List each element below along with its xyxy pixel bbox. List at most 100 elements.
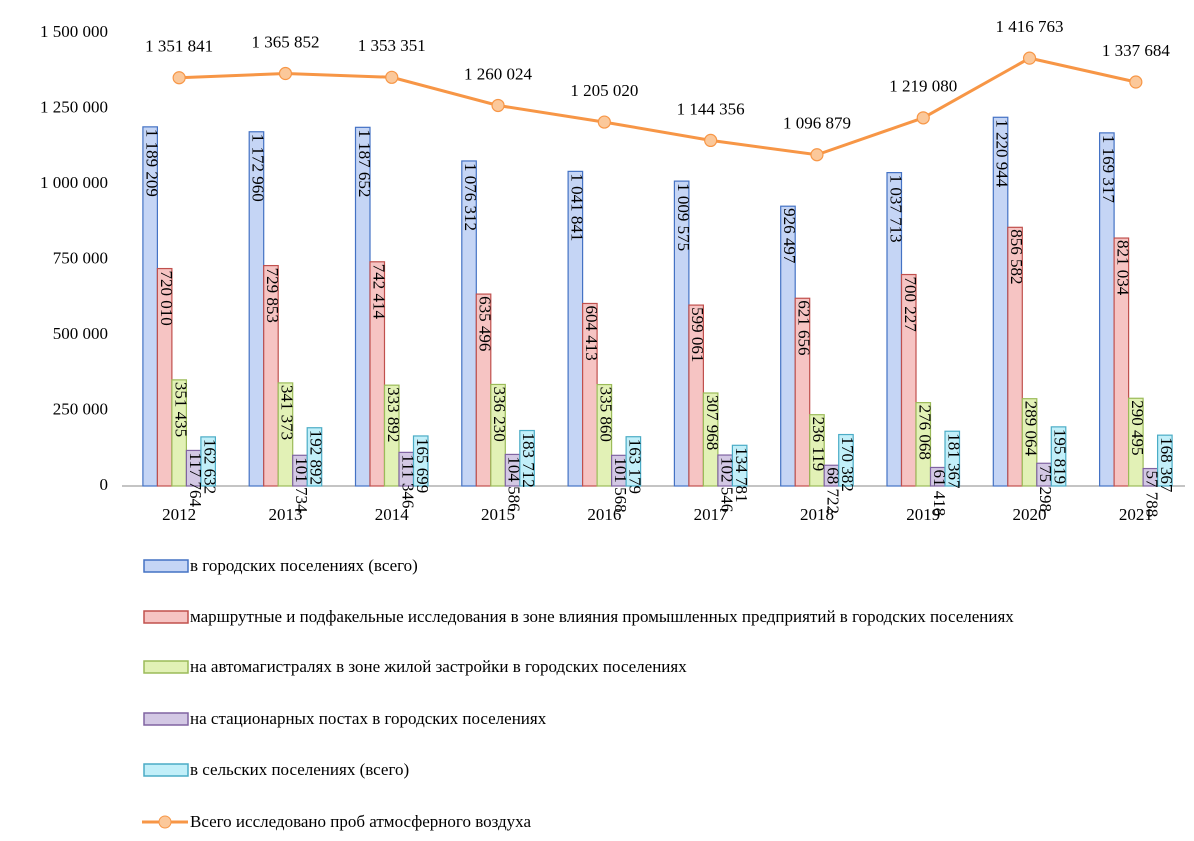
line xyxy=(179,56,1137,157)
bar-value-label: 700 227 xyxy=(901,277,920,333)
bar-value-label: 181 367 xyxy=(944,433,963,489)
bar-value-label: 57 788 xyxy=(1142,471,1161,518)
bar-value-label: 1 009 575 xyxy=(674,183,693,251)
bar-value-label: 1 037 713 xyxy=(886,175,905,243)
bar-value-label: 742 414 xyxy=(369,264,388,320)
line-value-label: 1 416 763 xyxy=(996,17,1064,36)
bar-value-label: 170 382 xyxy=(838,437,857,492)
bar-value-label: 236 119 xyxy=(809,417,828,472)
y-tick-label: 1 250 000 xyxy=(40,97,108,116)
line-value-label: 1 353 351 xyxy=(358,36,426,55)
bar-value-label: 604 413 xyxy=(582,305,601,360)
bar-value-label: 168 367 xyxy=(1157,437,1176,493)
bar xyxy=(171,379,187,487)
bar-value-label: 68 722 xyxy=(824,467,843,514)
bar xyxy=(915,402,932,487)
x-tick-label: 2019 xyxy=(906,505,940,524)
x-tick-label: 2013 xyxy=(268,505,302,524)
legend-item: маршрутные и подфакельные исследования в… xyxy=(140,607,1140,627)
bar-value-label: 289 064 xyxy=(1022,401,1041,457)
line-value-label: 1 365 852 xyxy=(251,32,319,51)
bar xyxy=(1007,226,1023,487)
bar xyxy=(383,384,400,487)
line-value-label: 1 144 356 xyxy=(677,99,745,118)
line-marker xyxy=(916,111,930,125)
bar xyxy=(1156,434,1173,487)
bar xyxy=(731,444,748,487)
bar-value-label: 134 781 xyxy=(732,447,751,502)
bar xyxy=(490,383,506,487)
legend-swatch xyxy=(143,559,189,573)
bar-value-label: 621 656 xyxy=(795,300,814,355)
bar-value-label: 102 546 xyxy=(717,457,736,512)
bar-value-label: 195 819 xyxy=(1051,429,1070,484)
bar xyxy=(1127,397,1144,487)
bar-value-label: 1 220 944 xyxy=(993,119,1012,188)
bar-value-label: 101 734 xyxy=(292,457,311,513)
line-marker xyxy=(172,71,186,85)
x-tick-label: 2021 xyxy=(1119,505,1153,524)
bar-value-label: 104 586 xyxy=(505,456,524,511)
legend-swatch xyxy=(142,815,188,829)
bar-value-label: 335 860 xyxy=(596,387,615,442)
bar-value-label: 111 346 xyxy=(398,454,417,508)
x-tick-label: 2017 xyxy=(694,505,729,524)
bar-value-label: 75 298 xyxy=(1036,465,1055,512)
bar xyxy=(838,433,854,487)
legend-item: на стационарных постах в городских посел… xyxy=(140,709,1140,729)
bar-value-label: 1 189 209 xyxy=(142,129,161,197)
x-tick-label: 2015 xyxy=(481,505,515,524)
y-tick-label: 1 500 000 xyxy=(40,22,108,41)
bar xyxy=(1021,398,1038,487)
bar-value-label: 1 169 317 xyxy=(1099,135,1118,204)
line-marker xyxy=(704,133,718,148)
line-marker xyxy=(597,115,611,129)
bar xyxy=(412,435,429,487)
legend-label: Всего исследовано проб атмосферного возд… xyxy=(190,812,531,831)
bar xyxy=(1113,237,1130,487)
legend-swatch xyxy=(143,660,189,674)
bar-value-label: 276 068 xyxy=(915,405,934,460)
legend-label: на автомагистралях в зоне жилой застройк… xyxy=(190,657,687,676)
y-tick-label: 0 xyxy=(100,475,109,494)
bar-value-label: 333 892 xyxy=(384,387,403,442)
bar-value-label: 290 495 xyxy=(1128,400,1147,455)
line-marker xyxy=(385,70,399,84)
bar-value-label: 1 172 960 xyxy=(249,134,268,202)
legend-item: в городских поселениях (всего) xyxy=(140,556,1140,576)
x-tick-label: 2014 xyxy=(375,505,410,524)
bar-value-label: 1 187 652 xyxy=(355,129,374,197)
x-tick-label: 2012 xyxy=(162,505,196,524)
legend-swatch xyxy=(143,610,189,624)
bar-value-label: 599 061 xyxy=(688,307,707,362)
line-value-label: 1 351 841 xyxy=(145,37,213,56)
legend-label: на стационарных постах в городских посел… xyxy=(190,709,547,728)
y-tick-label: 1 000 000 xyxy=(40,173,108,192)
bar-value-label: 926 497 xyxy=(780,208,799,264)
bar-value-label: 162 632 xyxy=(200,439,219,494)
line-value-label: 1 096 879 xyxy=(783,114,851,133)
bar-value-label: 117 764 xyxy=(186,452,205,507)
bar-value-label: 1 041 841 xyxy=(567,173,586,241)
legend-label: в городских поселениях (всего) xyxy=(190,556,418,575)
bar xyxy=(263,264,279,487)
legend-rect xyxy=(143,763,189,777)
bar-value-label: 192 892 xyxy=(307,430,326,485)
bar xyxy=(277,382,294,487)
legend-item: на автомагистралях в зоне жилой застройк… xyxy=(140,657,1140,677)
y-tick-label: 250 000 xyxy=(53,399,108,418)
bar xyxy=(1050,426,1067,487)
bar xyxy=(794,297,811,487)
bar xyxy=(200,436,216,487)
y-tick-label: 500 000 xyxy=(53,324,108,343)
line-marker xyxy=(278,66,293,81)
bar xyxy=(596,383,613,487)
bar-value-label: 351 435 xyxy=(171,382,190,437)
line-value-label: 1 205 020 xyxy=(570,81,638,100)
bar xyxy=(519,429,535,487)
x-tick-label: 2018 xyxy=(800,505,834,524)
bar-value-label: 183 712 xyxy=(519,433,538,488)
y-tick-label: 750 000 xyxy=(53,248,108,267)
